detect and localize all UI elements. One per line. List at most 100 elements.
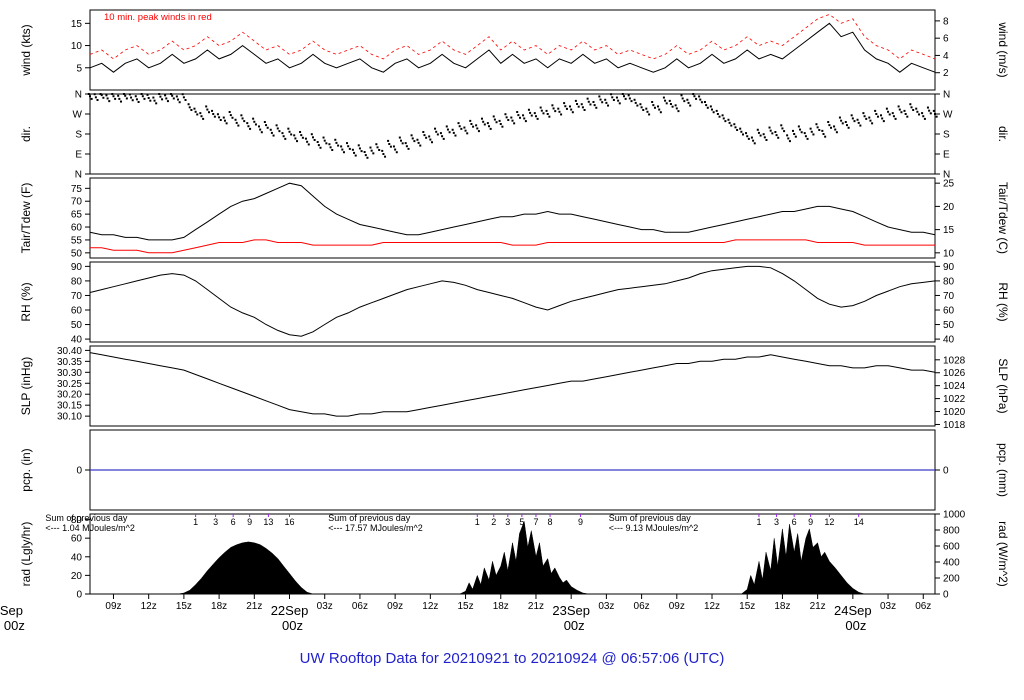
scatter-point [651,101,654,103]
scatter-point [235,121,238,124]
scatter-point [254,123,257,126]
scatter-point [721,114,724,117]
panel-wind: 5 10 15 2 4 6 8 wind (kts) wind (m/s) [19,9,1010,91]
scatter-point [777,136,780,139]
scatter-point [284,137,287,140]
rad-cum-label: 16 [285,517,295,527]
ytick-label-right: 40 [943,335,955,346]
xtick-label: 09z [669,601,685,612]
scatter-point [294,137,297,140]
scatter-point [640,106,643,109]
scatter-point [493,118,496,121]
scatter-point [715,109,718,112]
scatter-point [472,125,475,128]
xtick-label: 09z [105,601,121,612]
scatter-point [475,124,478,127]
scatter-point [164,94,167,97]
scatter-point [155,102,158,105]
scatter-point [599,98,602,101]
rad-cum-label: 9 [247,517,252,527]
scatter-point [546,113,549,115]
scatter-point [435,130,438,133]
scatter-point [463,126,466,129]
scatter-point [146,93,149,96]
scatter-point [874,109,877,112]
scatter-point [346,142,349,145]
scatter-point [658,108,661,111]
scatter-point [522,114,525,117]
scatter-point [434,127,437,130]
scatter-point [830,126,833,129]
scatter-point [686,98,689,101]
ytick-label-left: 55 [71,235,83,246]
scatter-point [87,93,90,95]
scatter-point [219,119,222,121]
rad-sum-value: <--- 1.04 MJoules/m^2 [45,523,135,533]
scatter-point [340,145,343,148]
scatter-point [316,141,319,143]
scatter-point [241,117,244,120]
scatter-point [536,117,539,120]
scatter-point [470,123,473,125]
scatter-point [184,99,187,101]
scatter-point [334,138,337,141]
scatter-point [384,155,387,158]
scatter-point [442,137,445,140]
scatter-point [422,131,425,133]
scatter-point [906,115,909,118]
scatter-point [205,105,208,108]
scatter-point [898,108,901,111]
ytick-label-left: 0 [76,590,82,601]
scatter-point [523,117,526,120]
ytick-label-right: 70 [943,291,955,302]
axis-title-left-pcp: pcp. (in) [19,448,33,491]
scatter-point [99,93,102,95]
scatter-point [169,93,172,95]
ytick-label-left: N [75,90,82,101]
scatter-point [894,117,897,120]
panel-rh: 90 80 70 60 50 40 90 80 70 60 50 40 RH (%) RH (%) [19,261,1010,346]
scatter-point [598,95,601,98]
scatter-point [325,142,328,145]
scatter-point [307,143,310,146]
scatter-point [935,115,938,118]
scatter-point [388,143,391,145]
scatter-point [705,104,708,107]
scatter-point [799,128,802,131]
scatter-point [436,133,439,136]
scatter-point [739,127,742,130]
scatter-point [483,123,486,126]
scatter-point [108,100,111,103]
scatter-point [699,98,702,101]
ytick-label-left: 60 [71,306,83,317]
scatter-point [247,125,250,128]
scatter-point [223,119,226,122]
ytick-label-right: 80 [943,276,955,287]
scatter-point [891,112,894,115]
scatter-point [482,120,485,123]
scatter-point [783,130,786,133]
scatter-point [347,145,350,148]
scatter-point [370,149,373,152]
panel-border-wind [89,9,936,91]
scatter-point [611,96,614,99]
xtick-label: 06z [915,601,931,612]
scatter-point [348,147,351,150]
scatter-point [560,113,563,116]
scatter-point [664,99,667,102]
scatter-point [501,125,504,128]
scatter-point [750,136,753,139]
scatter-point [299,131,302,133]
scatter-point [569,105,572,108]
scatter-point [827,121,830,123]
rad-cum-label: 6 [231,517,236,527]
scatter-point [206,108,209,111]
scatter-point [498,119,501,122]
ytick-label-right: 10 [943,248,955,259]
scatter-point [722,117,725,120]
scatter-point [199,112,202,115]
scatter-point [741,133,744,136]
scatter-point [452,131,455,134]
scatter-point [563,102,566,105]
